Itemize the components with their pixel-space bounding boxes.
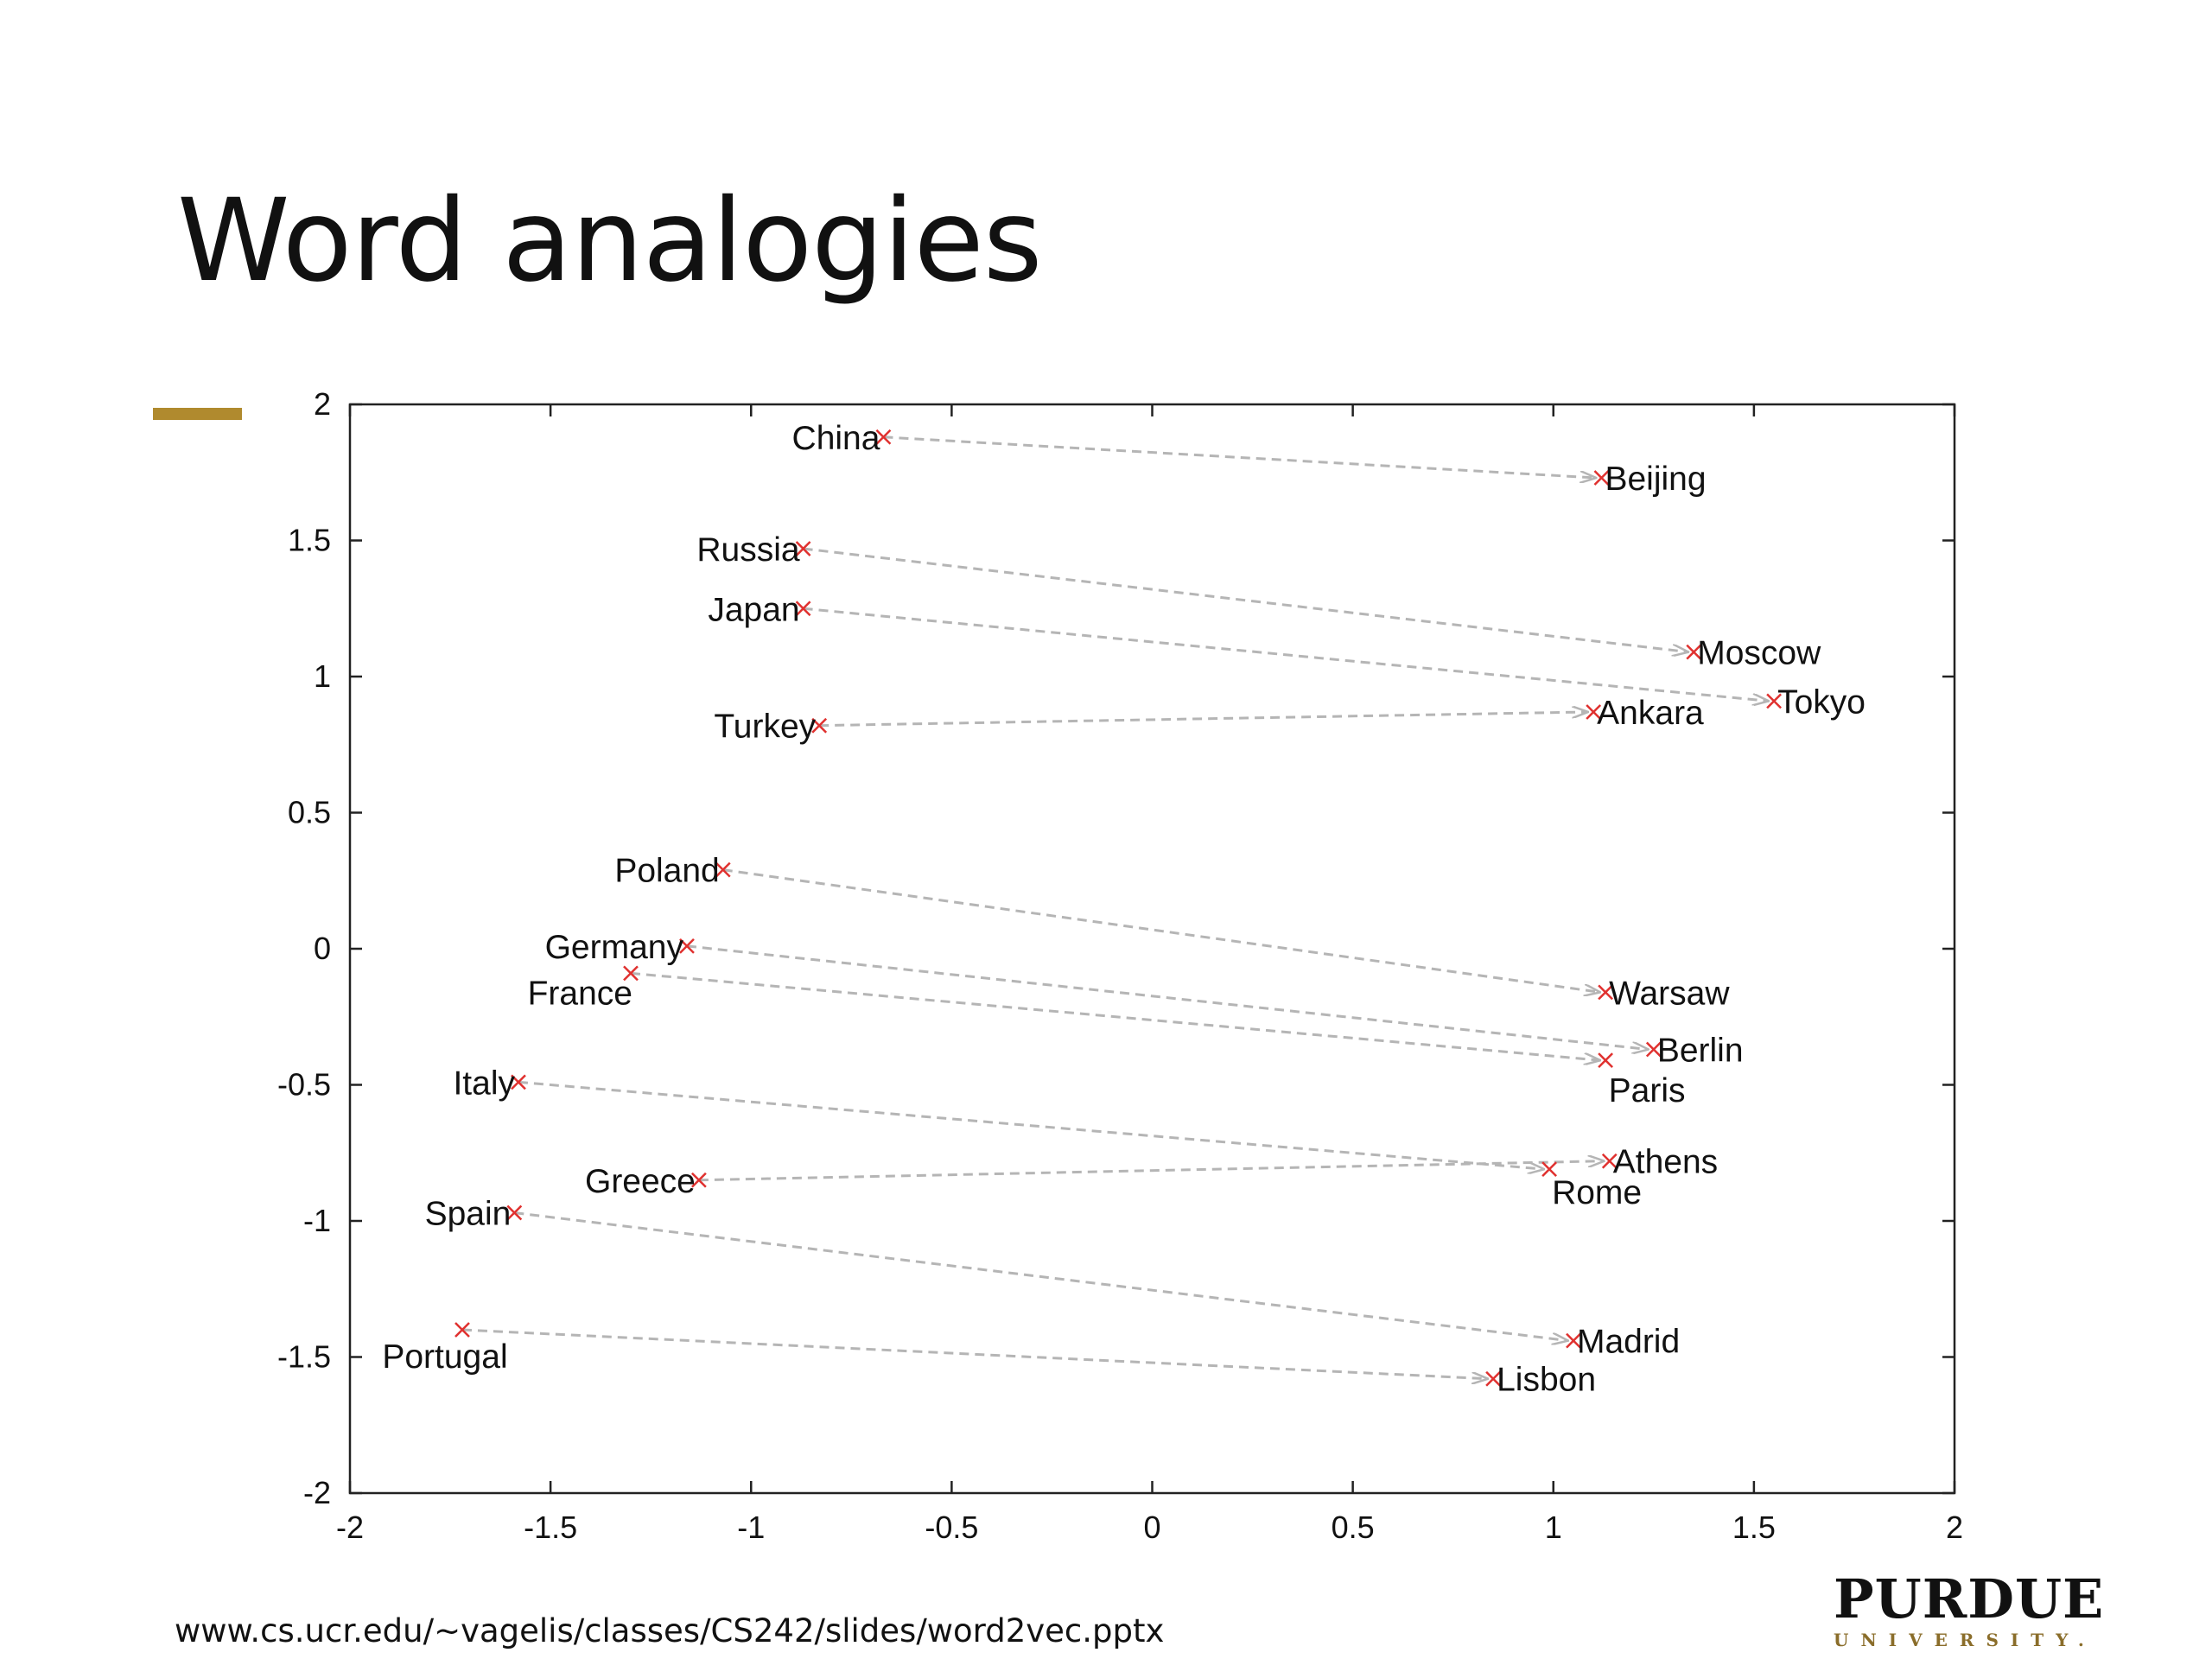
point-label: Spain bbox=[425, 1196, 512, 1233]
x-tick-label: -2 bbox=[336, 1510, 364, 1545]
slide-title: Word analogies bbox=[177, 175, 1043, 308]
x-tick-label: 0 bbox=[1143, 1510, 1160, 1545]
point-label: France bbox=[528, 975, 632, 1012]
point-marker bbox=[506, 1205, 523, 1221]
analogy-arrow bbox=[803, 547, 1689, 652]
analogy-arrow bbox=[722, 868, 1600, 993]
point-marker bbox=[1485, 1370, 1501, 1387]
point-marker bbox=[795, 541, 811, 556]
point-marker bbox=[1601, 1153, 1618, 1169]
logo-subtext: UNIVERSITY. bbox=[1834, 1630, 2096, 1650]
point-label: Portugal bbox=[382, 1338, 507, 1376]
point-marker bbox=[1686, 644, 1702, 660]
analogy-arrow bbox=[698, 1161, 1605, 1182]
point-label: Warsaw bbox=[1609, 975, 1730, 1012]
point-marker bbox=[679, 938, 695, 954]
y-tick-label: -1 bbox=[303, 1203, 331, 1238]
purdue-logo: PURDUE UNIVERSITY. bbox=[1834, 1567, 2105, 1650]
point-marker bbox=[1645, 1041, 1662, 1058]
x-tick-label: -1.5 bbox=[524, 1510, 577, 1545]
x-tick-label: 0.5 bbox=[1332, 1510, 1375, 1545]
point-marker bbox=[1541, 1161, 1557, 1178]
point-marker bbox=[691, 1172, 707, 1188]
point-label: Greece bbox=[585, 1163, 696, 1200]
point-marker bbox=[511, 1074, 526, 1090]
analogy-arrow bbox=[883, 435, 1596, 478]
point-label: Ankara bbox=[1597, 695, 1704, 732]
point-marker bbox=[1566, 1332, 1581, 1349]
point-marker bbox=[811, 717, 828, 734]
point-label: Beijing bbox=[1605, 461, 1706, 498]
point-marker bbox=[875, 429, 892, 445]
point-label: Poland bbox=[614, 853, 719, 890]
y-tick-label: -2 bbox=[303, 1475, 331, 1510]
point-marker bbox=[454, 1322, 470, 1338]
point-marker bbox=[1766, 693, 1782, 709]
point-marker bbox=[1598, 984, 1613, 1001]
x-tick-label: -0.5 bbox=[925, 1510, 978, 1545]
point-label: Moscow bbox=[1697, 635, 1821, 672]
y-tick-label: -1.5 bbox=[277, 1339, 331, 1375]
y-tick-label: -0.5 bbox=[277, 1067, 331, 1103]
point-label: Germany bbox=[545, 929, 684, 966]
analogy-arrows bbox=[461, 435, 1769, 1379]
analogy-arrow bbox=[461, 1328, 1488, 1379]
point-label: China bbox=[792, 420, 880, 457]
point-marker bbox=[715, 861, 731, 878]
title-accent-bar bbox=[153, 408, 242, 420]
x-tick-label: 1 bbox=[1545, 1510, 1562, 1545]
point-label: Lisbon bbox=[1497, 1362, 1596, 1399]
point-label: Madrid bbox=[1577, 1324, 1680, 1361]
point-marker bbox=[623, 965, 639, 982]
x-tick-label: 1.5 bbox=[1732, 1510, 1776, 1545]
point-label: Tokyo bbox=[1777, 683, 1866, 721]
point-label: Rome bbox=[1552, 1174, 1642, 1211]
analogy-arrow bbox=[514, 1211, 1568, 1341]
point-label: Russia bbox=[696, 531, 800, 569]
analogy-arrow bbox=[518, 1080, 1544, 1169]
analogy-arrow bbox=[630, 971, 1600, 1060]
y-tick-label: 0 bbox=[314, 931, 331, 966]
point-marker bbox=[1586, 704, 1602, 720]
data-points bbox=[454, 429, 1782, 1387]
logo-wordmark: PURDUE bbox=[1834, 1567, 2105, 1630]
analogy-arrow bbox=[686, 944, 1649, 1050]
axis-ticks: -2 -1.5 -1 -0.5 0 0.5 1 1.5 2 -2 -1.5 -1 -0.5 0 0.5 1 1.… bbox=[277, 386, 1963, 1545]
analogy-arrow bbox=[803, 607, 1769, 701]
y-tick-label: 1 bbox=[314, 658, 331, 694]
point-label: Berlin bbox=[1657, 1033, 1744, 1070]
point-label: Turkey bbox=[714, 709, 816, 746]
x-tick-label: 2 bbox=[1946, 1510, 1963, 1545]
point-marker bbox=[795, 601, 811, 617]
y-tick-label: 1.5 bbox=[288, 523, 331, 558]
point-label: Italy bbox=[453, 1065, 515, 1102]
point-label: Paris bbox=[1609, 1072, 1686, 1109]
point-label: Japan bbox=[708, 591, 799, 628]
point-marker bbox=[1598, 1052, 1613, 1069]
point-labels: China Beijing Russia Moscow Japan Tokyo Turkey… bbox=[382, 420, 1866, 1399]
source-link[interactable]: www.cs.ucr.edu/~vagelis/classes/CS242/sl… bbox=[175, 1612, 1165, 1649]
y-tick-label: 2 bbox=[314, 386, 331, 422]
y-tick-label: 0.5 bbox=[288, 795, 331, 830]
point-label: Athens bbox=[1613, 1144, 1718, 1181]
analogy-arrow bbox=[819, 712, 1588, 728]
point-marker bbox=[1593, 470, 1610, 486]
x-tick-label: -1 bbox=[737, 1510, 765, 1545]
